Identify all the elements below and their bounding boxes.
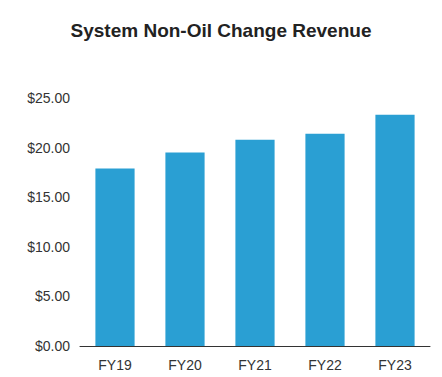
svg-text:$0.00: $0.00	[35, 338, 70, 354]
svg-text:System Non-Oil Change Revenue: System Non-Oil Change Revenue	[71, 20, 372, 41]
svg-text:$10.00: $10.00	[27, 239, 70, 255]
svg-text:FY21: FY21	[238, 357, 272, 373]
svg-text:FY20: FY20	[168, 357, 202, 373]
svg-text:$25.00: $25.00	[27, 90, 70, 106]
svg-text:FY19: FY19	[98, 357, 132, 373]
svg-text:$5.00: $5.00	[35, 288, 70, 304]
svg-text:$15.00: $15.00	[27, 189, 70, 205]
svg-text:FY22: FY22	[308, 357, 342, 373]
svg-text:FY23: FY23	[378, 357, 412, 373]
svg-text:$20.00: $20.00	[27, 140, 70, 156]
